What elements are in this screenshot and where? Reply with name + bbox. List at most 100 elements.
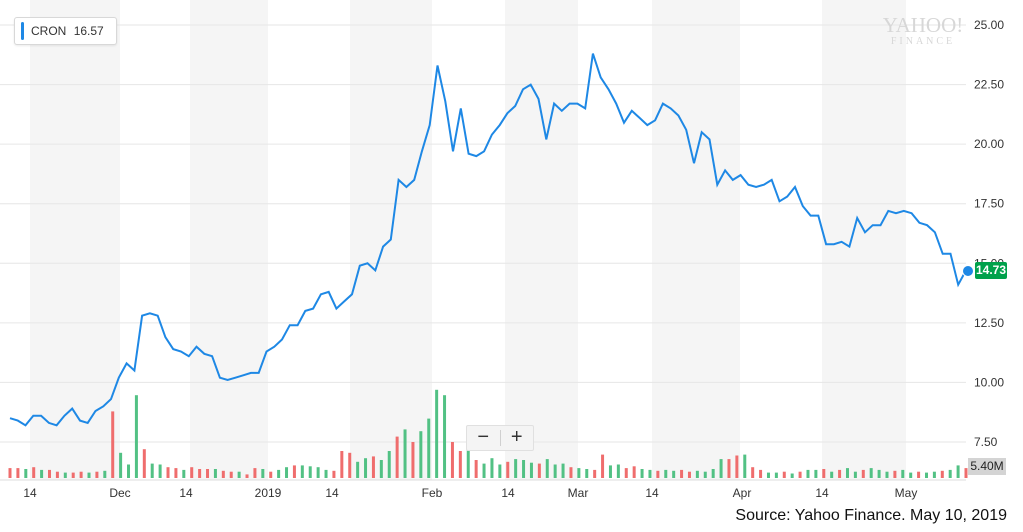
volume-bar (695, 470, 699, 478)
x-tick-label: Feb (422, 486, 443, 500)
volume-bar (569, 467, 573, 478)
volume-bar (95, 471, 99, 478)
volume-bar (221, 470, 225, 478)
volume-bar (624, 468, 628, 478)
volume-bar (419, 431, 423, 478)
volume-bar (838, 469, 842, 478)
volume-bar (158, 464, 162, 478)
volume-bar (103, 470, 107, 478)
month-band (652, 0, 740, 480)
volume-bar (885, 471, 889, 478)
volume-bar (964, 468, 968, 478)
volume-bar (443, 395, 447, 478)
volume-bar (719, 459, 723, 478)
volume-bar (561, 463, 565, 478)
volume-bar (119, 452, 123, 478)
volume-bar (545, 459, 549, 478)
volume-bar (450, 442, 454, 478)
volume-bar (134, 395, 138, 478)
volume-bar (948, 469, 952, 478)
volume-bar (601, 454, 605, 478)
volume-bar (782, 471, 786, 478)
volume-bar (909, 472, 913, 478)
legend-value: 16.57 (73, 24, 104, 38)
volume-bar (427, 418, 431, 478)
last-price-label: 14.73 (975, 262, 1007, 279)
x-tick-label: 14 (501, 486, 515, 500)
volume-bar (198, 469, 202, 478)
volume-bar (166, 467, 170, 478)
y-tick-label: 17.50 (974, 197, 1004, 211)
volume-bar (300, 465, 304, 478)
volume-bar (245, 474, 249, 478)
volume-bar (371, 456, 375, 478)
horizontal-gridlines (0, 24, 966, 443)
x-tick-label: 14 (645, 486, 659, 500)
volume-bar (111, 411, 115, 478)
volume-bar (577, 468, 581, 478)
volume-bar (853, 471, 857, 478)
volume-bar (79, 471, 83, 478)
volume-bar (585, 469, 589, 478)
month-band (190, 0, 268, 480)
month-band (505, 0, 578, 480)
volume-bar (529, 462, 533, 478)
y-tick-label: 7.50 (974, 435, 998, 449)
volume-bar (901, 469, 905, 478)
volume-bar (632, 466, 636, 478)
legend-box[interactable]: CRON 16.57 (14, 17, 117, 45)
volume-bar (206, 469, 210, 478)
volume-label: 5.40M (968, 458, 1006, 475)
volume-bar (648, 469, 652, 478)
volume-bar (285, 467, 289, 478)
volume-bar (213, 469, 217, 478)
volume-bar (806, 469, 810, 478)
volume-bar (664, 469, 668, 478)
volume-bar (735, 455, 739, 478)
y-tick-label: 25.00 (974, 18, 1004, 32)
volume-bar (395, 436, 399, 478)
volume-bar (680, 469, 684, 478)
source-caption: Source: Yahoo Finance. May 10, 2019 (735, 507, 1007, 524)
volume-bar (55, 471, 59, 478)
x-axis: 14 Dec 14 2019 14 Feb 14 Mar 14 Apr 14 May (23, 486, 917, 500)
volume-bar (640, 469, 644, 478)
volume-bar (877, 469, 881, 478)
volume-bar (766, 472, 770, 478)
y-tick-label: 12.50 (974, 316, 1004, 330)
y-tick-label: 10.00 (974, 375, 1004, 389)
volume-bar (348, 452, 352, 478)
volume-bar (127, 464, 131, 478)
volume-bar (277, 469, 281, 478)
volume-bar (261, 469, 265, 478)
volume-bar (893, 470, 897, 478)
volume-bar (553, 464, 557, 478)
volume-bar (593, 469, 597, 478)
volume-bar (482, 463, 486, 478)
volume-bar (672, 470, 676, 478)
volume-bars (8, 389, 968, 478)
legend-ticker: CRON (31, 24, 67, 38)
x-tick-label: Apr (733, 486, 752, 500)
volume-bar (87, 472, 91, 478)
volume-bar (340, 451, 344, 478)
volume-bar (40, 469, 44, 478)
volume-bar (727, 459, 731, 478)
time-bands (30, 0, 906, 480)
x-tick-label: 14 (325, 486, 339, 500)
volume-bar (759, 469, 763, 478)
last-price-marker (962, 265, 974, 277)
volume-bar (869, 468, 873, 478)
volume-bar (269, 471, 273, 478)
x-tick-label: 14 (23, 486, 37, 500)
volume-bar (490, 458, 494, 478)
y-tick-label: 20.00 (974, 137, 1004, 151)
volume-bar (458, 451, 462, 478)
volume-bar (830, 471, 834, 478)
volume-bar (751, 467, 755, 478)
volume-bar (32, 467, 36, 478)
zoom-in-button[interactable]: + (510, 426, 523, 448)
volume-bar (917, 471, 921, 478)
zoom-out-button[interactable]: − (477, 426, 490, 448)
